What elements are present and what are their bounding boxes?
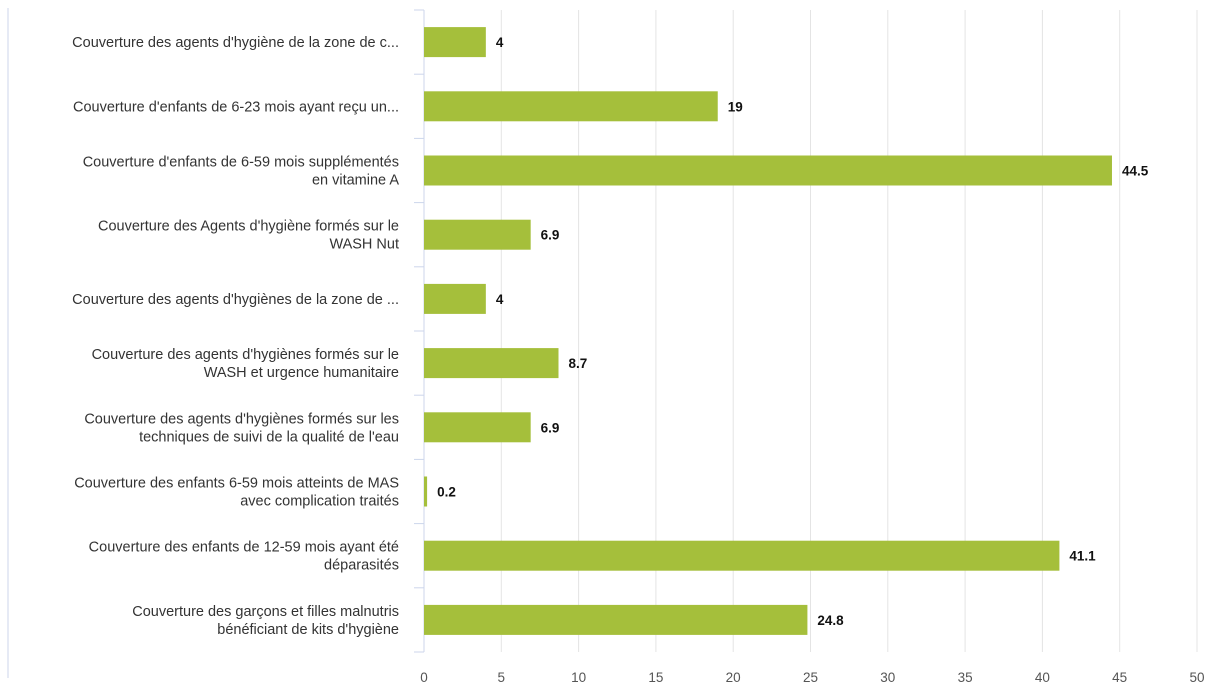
x-tick-label: 45: [1112, 670, 1127, 685]
category-label: déparasités: [324, 558, 399, 574]
data-label: 19: [728, 99, 743, 114]
x-axis-tick-labels: 0 5 10 15 20 25 30 35 40 45 50: [420, 670, 1204, 685]
bar: [424, 219, 531, 250]
data-label: 4: [496, 292, 504, 307]
x-tick-label: 35: [958, 670, 973, 685]
category-label: Couverture des Agents d'hygiène formés s…: [98, 219, 399, 235]
category-label: Couverture des garçons et filles malnutr…: [132, 604, 399, 620]
x-tick-label: 5: [498, 670, 506, 685]
data-label: 4: [496, 35, 504, 50]
x-tick-label: 20: [726, 670, 741, 685]
category-label: techniques de suivi de la qualité de l'e…: [139, 429, 399, 445]
category-label: Couverture des enfants 6-59 mois atteint…: [74, 476, 399, 492]
bar: [424, 412, 531, 443]
category-label: WASH Nut: [329, 237, 399, 253]
x-tick-label: 50: [1189, 670, 1204, 685]
category-label: en vitamine A: [312, 173, 399, 189]
category-label: Couverture des agents d'hygiènes de la z…: [72, 292, 399, 308]
category-label: WASH et urgence humanitaire: [204, 365, 399, 381]
data-label: 6.9: [541, 420, 560, 435]
bar: [424, 604, 808, 635]
bar: [424, 155, 1112, 186]
x-tick-label: 10: [571, 670, 586, 685]
x-tick-label: 0: [420, 670, 428, 685]
data-label: 24.8: [817, 613, 844, 628]
x-tick-label: 30: [880, 670, 895, 685]
category-label: Couverture des agents d'hygiènes formés …: [92, 347, 399, 363]
data-label: 6.9: [541, 228, 560, 243]
category-labels: Couverture des agents d'hygiène de la zo…: [72, 35, 399, 638]
data-label: 8.7: [569, 356, 588, 371]
data-label: 44.5: [1122, 164, 1149, 179]
category-label: Couverture des agents d'hygiène de la zo…: [72, 35, 399, 51]
bar: [424, 27, 486, 58]
data-label: 41.1: [1069, 549, 1096, 564]
data-labels: 4 19 44.5 6.9 4 8.7 6.9 0.2 41.1 24.8: [437, 35, 1149, 628]
bar: [424, 476, 428, 507]
bar: [424, 91, 718, 122]
x-tick-label: 25: [803, 670, 818, 685]
category-label: Couverture d'enfants de 6-23 mois ayant …: [73, 99, 399, 115]
bar: [424, 283, 486, 314]
category-label: Couverture des agents d'hygiènes formés …: [84, 411, 399, 427]
x-tick-label: 40: [1035, 670, 1050, 685]
bar: [424, 348, 559, 379]
x-tick-label: 15: [648, 670, 663, 685]
bars: [424, 27, 1112, 635]
data-label: 0.2: [437, 485, 456, 500]
bar: [424, 540, 1060, 571]
category-label: bénéficiant de kits d'hygiène: [217, 622, 399, 638]
category-label: avec complication traités: [240, 494, 399, 510]
category-ticks: [414, 9, 424, 653]
category-label: Couverture d'enfants de 6-59 mois supplé…: [83, 155, 399, 171]
category-label: Couverture des enfants de 12-59 mois aya…: [89, 540, 399, 556]
